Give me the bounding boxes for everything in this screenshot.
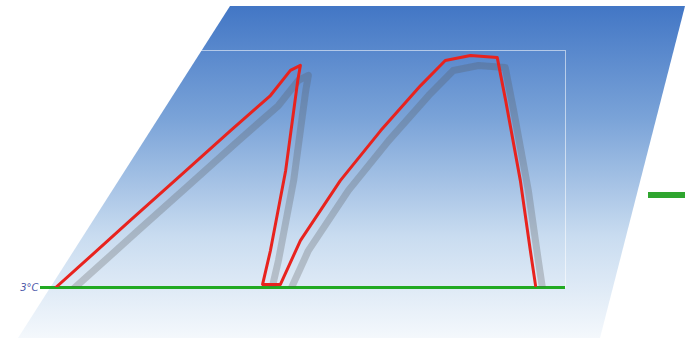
svg-text:3°C: 3°C [20, 282, 38, 293]
